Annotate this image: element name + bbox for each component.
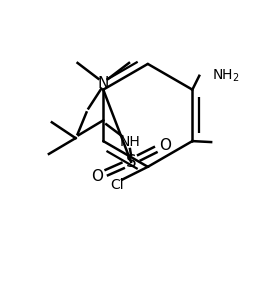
Text: NH: NH	[120, 135, 140, 149]
Text: S: S	[126, 153, 136, 171]
Text: O: O	[159, 138, 171, 152]
Text: Cl: Cl	[110, 178, 124, 192]
Text: O: O	[91, 169, 103, 184]
Text: N: N	[98, 76, 109, 91]
Text: NH$_2$: NH$_2$	[212, 68, 240, 84]
